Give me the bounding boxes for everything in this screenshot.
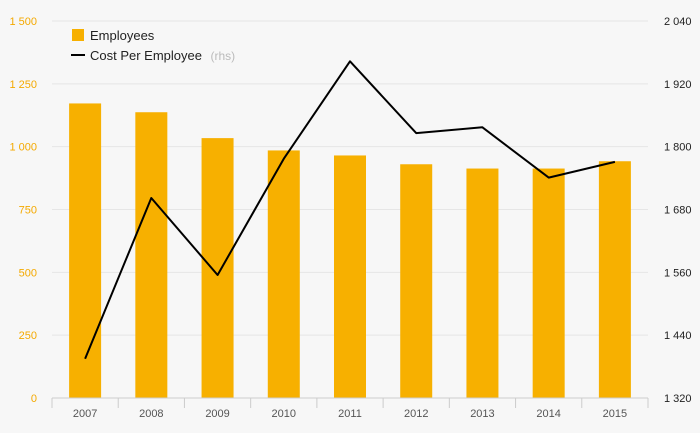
right-y-tick-label: 1 800 bbox=[664, 142, 692, 154]
legend-swatch-employees bbox=[72, 29, 84, 41]
x-tick-label: 2007 bbox=[73, 408, 97, 420]
legend-label-employees: Employees bbox=[90, 28, 155, 43]
x-tick-label: 2009 bbox=[205, 408, 229, 420]
left-y-tick-label: 1 250 bbox=[9, 79, 37, 91]
bar-2014 bbox=[532, 168, 565, 398]
line-series-cost-per-employee bbox=[84, 60, 616, 360]
right-y-axis: 1 320 1 440 1 560 1 680 1 800 1 920 2 040 bbox=[664, 16, 692, 405]
right-y-tick-label: 1 320 bbox=[664, 393, 692, 405]
legend: Employees Cost Per Employee (rhs) bbox=[71, 28, 235, 64]
bar-2011 bbox=[334, 155, 366, 398]
legend-label-cost-per-employee: Cost Per Employee bbox=[90, 48, 202, 63]
x-tick-label: 2014 bbox=[536, 408, 560, 420]
right-y-tick-label: 1 680 bbox=[664, 205, 692, 217]
right-y-tick-label: 2 040 bbox=[664, 16, 692, 28]
x-tick-label: 2012 bbox=[404, 408, 428, 420]
x-tick-label: 2008 bbox=[139, 408, 163, 420]
bar-2012 bbox=[400, 164, 433, 398]
right-y-tick-label: 1 560 bbox=[664, 267, 692, 279]
left-y-axis: 0 250 500 750 1 000 1 250 1 500 bbox=[9, 16, 37, 405]
bar-2013 bbox=[466, 168, 499, 398]
bar-2009 bbox=[201, 138, 234, 398]
left-y-tick-label: 0 bbox=[31, 393, 37, 405]
x-tick-label: 2013 bbox=[470, 408, 494, 420]
left-y-tick-label: 1 000 bbox=[9, 142, 37, 154]
bar-2010 bbox=[267, 150, 300, 398]
bar-2007 bbox=[69, 103, 102, 399]
legend-label-cost-per-employee-group: Cost Per Employee (rhs) bbox=[90, 47, 235, 64]
left-y-tick-label: 500 bbox=[19, 267, 37, 279]
x-tick-label: 2010 bbox=[272, 408, 296, 420]
right-y-tick-label: 1 920 bbox=[664, 79, 692, 91]
bar-2015 bbox=[598, 161, 631, 398]
right-y-tick-label: 1 440 bbox=[664, 330, 692, 342]
left-y-tick-label: 250 bbox=[19, 330, 37, 342]
legend-label-rhs-suffix: (rhs) bbox=[210, 49, 235, 63]
x-tick-label: 2015 bbox=[603, 408, 627, 420]
x-axis: 2007 2008 2009 2010 2011 2012 2013 2014 2015 bbox=[51, 397, 649, 420]
left-y-tick-label: 750 bbox=[19, 205, 37, 217]
left-y-tick-label: 1 500 bbox=[9, 16, 37, 28]
x-tick-label: 2011 bbox=[338, 408, 362, 420]
bar-series-employees bbox=[69, 103, 631, 399]
bar-2008 bbox=[135, 112, 168, 398]
